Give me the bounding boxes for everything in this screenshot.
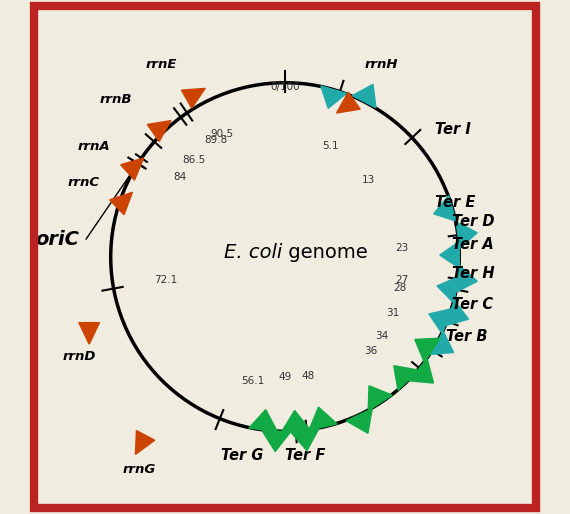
Text: 72.1: 72.1 xyxy=(154,276,177,285)
Polygon shape xyxy=(109,192,132,215)
Polygon shape xyxy=(121,158,144,180)
Polygon shape xyxy=(440,242,459,268)
Text: rrnE: rrnE xyxy=(146,59,177,71)
Text: Ter B: Ter B xyxy=(446,329,488,344)
Text: oriC: oriC xyxy=(35,230,79,249)
Polygon shape xyxy=(352,84,376,108)
Polygon shape xyxy=(429,309,452,334)
Polygon shape xyxy=(79,323,100,344)
Text: Ter C: Ter C xyxy=(451,297,492,311)
Text: rrnC: rrnC xyxy=(67,176,99,189)
Text: 0/100: 0/100 xyxy=(270,82,300,92)
Polygon shape xyxy=(181,88,205,108)
Polygon shape xyxy=(147,121,171,141)
Polygon shape xyxy=(415,338,440,362)
Text: 90.5: 90.5 xyxy=(211,129,234,139)
Polygon shape xyxy=(394,366,418,391)
Text: Ter H: Ter H xyxy=(451,266,494,281)
Polygon shape xyxy=(249,410,278,432)
Polygon shape xyxy=(309,407,337,430)
Polygon shape xyxy=(136,431,154,454)
Polygon shape xyxy=(434,195,456,221)
Text: 23: 23 xyxy=(395,243,408,253)
Text: rrnB: rrnB xyxy=(100,93,132,106)
Text: 56.1: 56.1 xyxy=(241,376,264,386)
Text: rrnD: rrnD xyxy=(62,351,96,363)
Text: 48: 48 xyxy=(302,371,315,381)
Polygon shape xyxy=(336,92,360,113)
Text: rrnH: rrnH xyxy=(364,59,398,71)
Polygon shape xyxy=(368,386,392,411)
Text: 49: 49 xyxy=(278,372,291,382)
Text: Ter A: Ter A xyxy=(451,237,494,252)
Text: Ter G: Ter G xyxy=(221,448,263,464)
Polygon shape xyxy=(262,430,291,451)
Polygon shape xyxy=(282,411,310,432)
Text: 84: 84 xyxy=(174,172,187,182)
Polygon shape xyxy=(321,86,347,108)
Text: 86.5: 86.5 xyxy=(182,155,205,164)
Text: Ter F: Ter F xyxy=(285,448,325,464)
Text: rrnA: rrnA xyxy=(78,140,111,153)
Text: 89.8: 89.8 xyxy=(204,135,227,145)
Text: 5.1: 5.1 xyxy=(322,141,339,152)
Text: Ter D: Ter D xyxy=(451,214,494,229)
Polygon shape xyxy=(446,300,469,325)
Text: Ter E: Ter E xyxy=(435,195,475,210)
Polygon shape xyxy=(456,266,477,292)
Polygon shape xyxy=(430,332,454,355)
Text: 28: 28 xyxy=(394,283,407,293)
Polygon shape xyxy=(409,359,434,383)
Polygon shape xyxy=(290,429,319,451)
Text: 27: 27 xyxy=(395,275,408,285)
Text: rrnG: rrnG xyxy=(123,463,156,476)
Text: Ter I: Ter I xyxy=(435,122,471,137)
Polygon shape xyxy=(346,409,372,433)
Text: 36: 36 xyxy=(364,345,377,356)
Text: 31: 31 xyxy=(386,308,400,318)
Polygon shape xyxy=(456,222,477,248)
Text: 34: 34 xyxy=(375,332,388,341)
Text: genome: genome xyxy=(283,244,368,263)
Text: 13: 13 xyxy=(361,175,374,185)
Text: E. coli: E. coli xyxy=(224,244,283,263)
Polygon shape xyxy=(437,277,459,303)
